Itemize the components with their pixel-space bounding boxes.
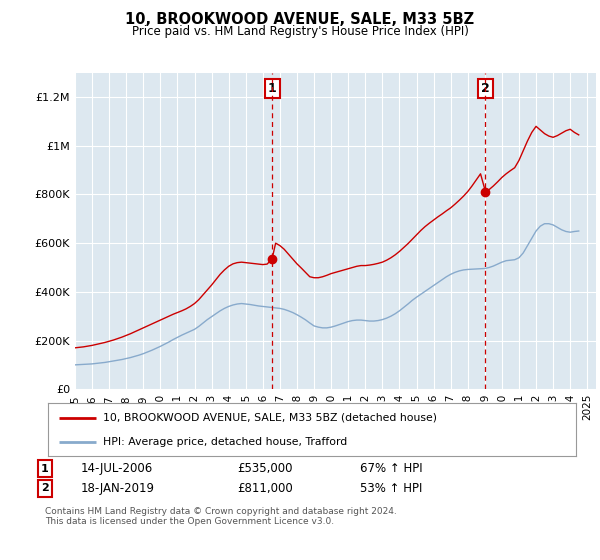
Text: 2: 2	[481, 82, 490, 95]
Text: 10, BROOKWOOD AVENUE, SALE, M33 5BZ (detached house): 10, BROOKWOOD AVENUE, SALE, M33 5BZ (det…	[103, 413, 437, 423]
Text: 18-JAN-2019: 18-JAN-2019	[81, 482, 155, 495]
Text: 67% ↑ HPI: 67% ↑ HPI	[360, 462, 422, 475]
Text: 1: 1	[268, 82, 277, 95]
Text: 1: 1	[41, 464, 49, 474]
Text: HPI: Average price, detached house, Trafford: HPI: Average price, detached house, Traf…	[103, 437, 347, 447]
Text: £811,000: £811,000	[237, 482, 293, 495]
Text: Price paid vs. HM Land Registry's House Price Index (HPI): Price paid vs. HM Land Registry's House …	[131, 25, 469, 38]
Text: Contains HM Land Registry data © Crown copyright and database right 2024.
This d: Contains HM Land Registry data © Crown c…	[45, 507, 397, 526]
Text: £535,000: £535,000	[237, 462, 293, 475]
Text: 53% ↑ HPI: 53% ↑ HPI	[360, 482, 422, 495]
Text: 14-JUL-2006: 14-JUL-2006	[81, 462, 153, 475]
Text: 10, BROOKWOOD AVENUE, SALE, M33 5BZ: 10, BROOKWOOD AVENUE, SALE, M33 5BZ	[125, 12, 475, 27]
Text: 2: 2	[41, 483, 49, 493]
